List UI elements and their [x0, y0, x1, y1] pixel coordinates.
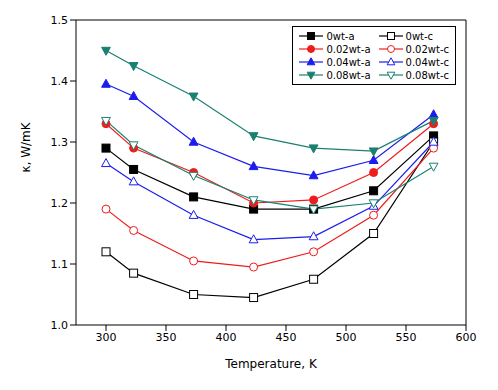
svg-text:450: 450: [276, 331, 297, 344]
svg-text:Temperature, K: Temperature, K: [224, 357, 318, 371]
svg-text:350: 350: [156, 331, 177, 344]
html-text:0.02wt-c: 0.02wt-c: [405, 43, 449, 55]
svg-text:1.0: 1.0: [51, 319, 69, 332]
html-text:0.08wt-c: 0.08wt-c: [405, 69, 449, 81]
svg-text:1.1: 1.1: [51, 258, 69, 271]
html-text:0.02wt-a: 0.02wt-a: [326, 43, 371, 55]
html-text:0wt-a: 0wt-a: [326, 30, 355, 42]
html-text:0.08wt-a: 0.08wt-a: [326, 69, 371, 81]
html-text:0.04wt-a: 0.04wt-a: [326, 56, 371, 68]
html-text:0.04wt-c: 0.04wt-c: [405, 56, 449, 68]
svg-text:κ, W/mK: κ, W/mK: [19, 121, 33, 172]
svg-text:500: 500: [336, 331, 357, 344]
svg-text:400: 400: [216, 331, 237, 344]
svg-text:1.4: 1.4: [51, 75, 69, 88]
svg-text:1.3: 1.3: [51, 136, 69, 149]
svg-text:600: 600: [456, 331, 477, 344]
svg-text:300: 300: [96, 331, 117, 344]
svg-text:1.2: 1.2: [51, 197, 69, 210]
html-text:0wt-c: 0wt-c: [405, 30, 434, 42]
svg-text:550: 550: [396, 331, 417, 344]
svg-text:1.5: 1.5: [51, 14, 69, 27]
